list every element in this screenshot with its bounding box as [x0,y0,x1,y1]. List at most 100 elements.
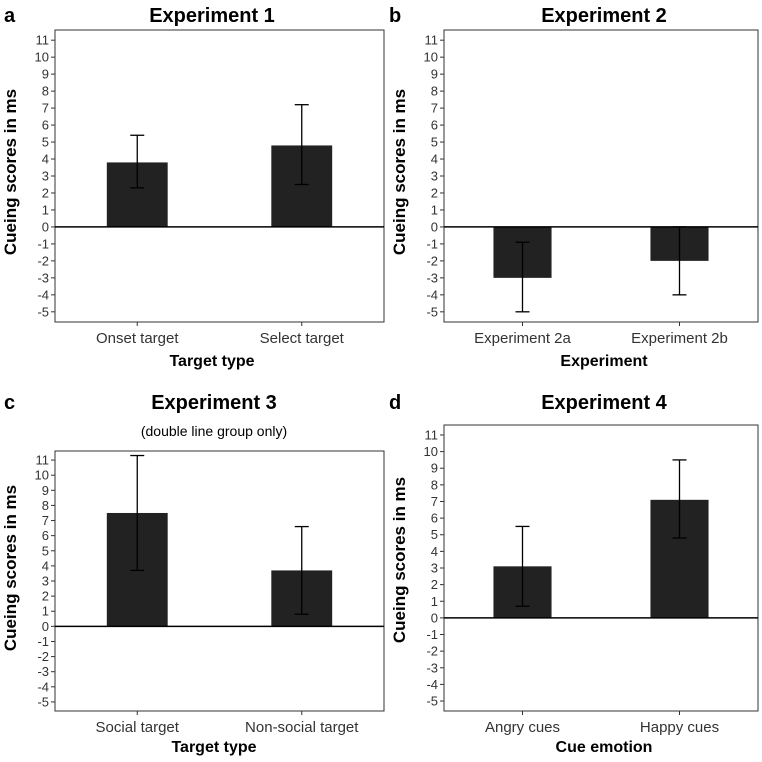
panel-b-ytick-label: -4 [426,287,438,302]
panel-a-ytick-label: 0 [42,219,49,234]
panel-letter-b: b [389,5,401,27]
panel-c-ytick-label: -5 [37,694,49,709]
panel-b-ytick-label: 2 [431,185,438,200]
panel-d-plot: -5 -4 -3-2 -1 01 23 4 56 7 89 10 11 Angry cues Happy … [424,424,759,736]
panel-a-ytick-label: 5 [42,135,49,150]
panel-b-title: Experiment 2 [541,5,667,27]
panel-c-ytick-label: 8 [42,498,49,513]
panel-d-ytick-label: -4 [426,677,438,692]
panel-a-ytick-label: 4 [42,152,49,167]
panel-d-title: Experiment 4 [541,392,667,414]
panel-c-ytick-label: 6 [42,528,49,543]
panel-a-ytick-label: 11 [36,33,50,48]
panel-a-ytick-label: 3 [42,169,49,184]
panel-c: c Experiment 3 (double line group only) … [1,392,385,756]
panel-b-ytick-label: 5 [431,135,438,150]
panel-c-category-label: Non-social target [245,719,359,736]
panel-b-ytick-label: -3 [426,270,438,285]
panel-a-ytick-label: -2 [37,253,49,268]
panel-b-ytick-label: 7 [431,101,438,116]
panel-c-ytick-label: -2 [37,649,49,664]
panel-a-ytick-label: 8 [42,84,49,99]
panel-c-frame [54,450,385,712]
panel-c-xlabel: Target type [171,739,256,756]
panel-a-xlabel: Target type [169,353,254,370]
panel-b-category-label: Experiment 2a [474,330,571,347]
panel-d-ytick-label: -3 [426,660,438,675]
panel-c-ytick-label: 7 [42,513,49,528]
panel-d-ytick-label: -5 [426,694,438,709]
panel-b: b Experiment 2 Experiment Cueing scores … [389,5,759,370]
panel-d-ytick-label: 7 [431,494,438,509]
panel-c-ytick-label: 1 [42,604,49,619]
panel-d-ytick-label: 1 [431,594,438,609]
panel-b-xlabel: Experiment [560,353,648,370]
panel-b-category-label: Experiment 2b [631,330,728,347]
panel-c-ytick-label: 5 [42,543,49,558]
panel-letter-c: c [4,392,15,414]
panel-b-ytick-label: 6 [431,118,438,133]
panel-b-ytick-label: -2 [426,253,438,268]
panel-c-ytick-label: 4 [42,558,49,573]
panel-d-ytick-label: 2 [431,577,438,592]
panel-d-ytick-label: 4 [431,544,438,559]
panel-a-category-label: Onset target [96,330,179,347]
panel-b-ytick-label: 11 [425,33,439,48]
panel-b-ytick-label: 3 [431,169,438,184]
panel-a-ytick-label: 6 [42,118,49,133]
panel-d-ytick-label: 8 [431,477,438,492]
panel-c-ytick-label: 9 [42,483,49,498]
panel-d-ytick-label: -1 [426,627,438,642]
panel-c-ytick-label: -1 [37,634,49,649]
panel-b-ytick-label: 0 [431,219,438,234]
panel-d-xlabel: Cue emotion [556,739,653,756]
panel-d-ytick-label: 6 [431,511,438,526]
panel-c-ytick-label: 2 [42,589,49,604]
panel-letter-d: d [389,392,401,414]
panel-a-ytick-label: -5 [37,304,49,319]
panel-a-ytick-label: 10 [35,50,49,65]
panel-a-ylabel: Cueing scores in ms [1,89,20,255]
panel-c-subtitle: (double line group only) [141,423,287,439]
panel-b-ytick-label: -5 [426,304,438,319]
panel-a-ytick-label: -3 [37,270,49,285]
panel-d-ytick-label: -2 [426,644,438,659]
panel-c-ytick-label: 10 [35,468,49,483]
panel-b-ytick-label: 1 [431,202,438,217]
panel-b-ytick-label: 4 [431,152,438,167]
panel-d-ytick-label: 5 [431,527,438,542]
panel-a-ytick-label: -1 [37,236,49,251]
panel-a: a Experiment 1 Target type Cueing scores… [1,5,385,370]
panel-c-title: Experiment 3 [151,392,277,414]
panel-d-frame [443,424,759,712]
panel-d-ytick-label: 9 [431,461,438,476]
panel-a-ytick-label: 1 [42,202,49,217]
panel-a-title: Experiment 1 [149,5,275,27]
panel-c-ylabel: Cueing scores in ms [1,485,20,651]
panel-d-category-label: Angry cues [485,719,560,736]
panel-d-ytick-label: 0 [431,610,438,625]
panel-b-ylabel: Cueing scores in ms [390,89,409,255]
panel-a-ytick-label: 9 [42,67,49,82]
panel-b-ytick-label: 10 [424,50,438,65]
panel-c-category-label: Social target [96,719,180,736]
panel-d-category-label: Happy cues [640,719,719,736]
panel-c-ytick-label: 0 [42,619,49,634]
panel-letter-a: a [4,5,16,27]
panel-b-ytick-label: 8 [431,84,438,99]
panel-c-ytick-label: 3 [42,574,49,589]
panel-c-ytick-label: -4 [37,679,49,694]
panel-a-category-label: Select target [260,330,345,347]
panel-d-ytick-label: 11 [425,427,439,442]
panel-a-ytick-label: -4 [37,287,49,302]
panel-c-ytick-label: -3 [37,664,49,679]
panel-b-ytick-label: -1 [426,236,438,251]
panel-b-frame [443,29,759,323]
panel-d-ytick-label: 3 [431,561,438,576]
panel-b-ytick-label: 9 [431,67,438,82]
panel-a-ytick-label: 2 [42,185,49,200]
panel-d-ytick-label: 10 [424,444,438,459]
